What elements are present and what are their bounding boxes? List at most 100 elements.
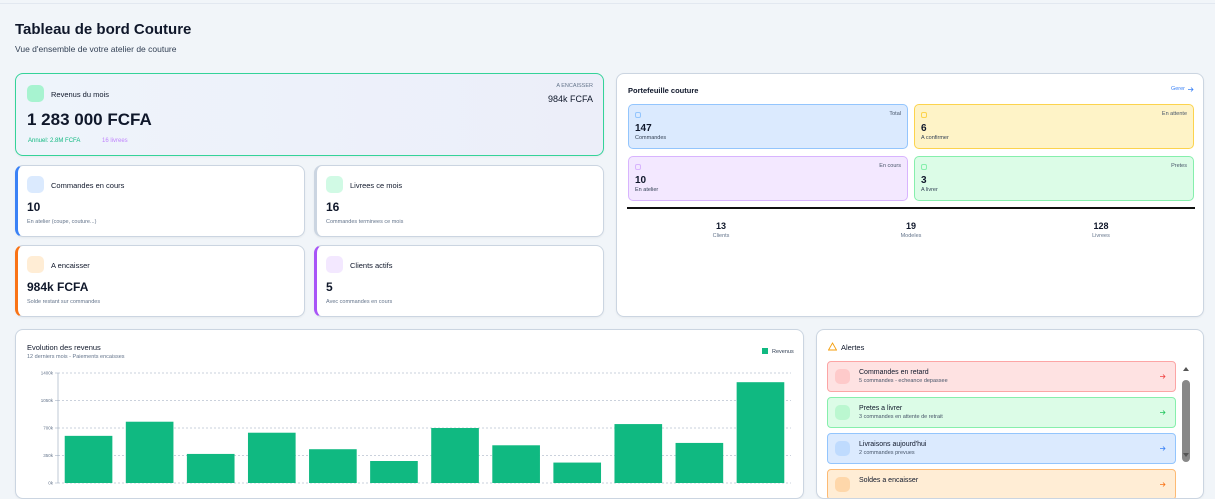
y-tick-label: 1050k	[41, 398, 54, 403]
value: 984k FCFA	[27, 280, 89, 294]
value: 16	[326, 200, 340, 214]
y-tick-label: 700k	[43, 426, 54, 431]
label: Revenus du mois	[51, 90, 109, 99]
legend-swatch	[762, 348, 768, 354]
icon	[635, 164, 641, 170]
annual: Annuel: 2.8M FCFA	[28, 138, 81, 144]
top-border	[0, 3, 1215, 4]
revenue-card: Revenus du mois 1 283 000 FCFA Annuel: 2…	[15, 73, 604, 156]
alert-item[interactable]: Commandes en retard 5 commandes - echeanc…	[827, 361, 1176, 392]
arrow	[1160, 374, 1166, 379]
icon	[326, 176, 343, 193]
page-subtitle: Vue d'ensemble de votre atelier de coutu…	[15, 44, 177, 54]
value: 5	[326, 280, 333, 294]
tag: Pretes	[1171, 163, 1187, 169]
note: En atelier (coupe, couture...)	[27, 219, 97, 225]
summary-box: Total 147 Commandes	[628, 104, 908, 149]
delivered: 16 livrees	[102, 138, 128, 144]
arrow	[1188, 87, 1194, 92]
manage-link[interactable]: Gerer	[1170, 86, 1185, 92]
legend-label: Revenus	[772, 349, 794, 355]
summary-box: En attente 6 A confirmer	[914, 104, 1194, 149]
alert-item[interactable]: Soldes a encaisser	[827, 469, 1176, 498]
label: En atelier	[635, 187, 659, 193]
label: A livrer	[921, 187, 938, 193]
scrollbar-thumb[interactable]	[1182, 380, 1190, 462]
note: Avec commandes en cours	[326, 299, 393, 305]
stat-card[interactable]: Livrees ce mois 16 Commandes terminees ce …	[314, 165, 604, 237]
stat-label: Livrees	[1092, 233, 1110, 239]
title: Alertes	[841, 343, 865, 352]
icon	[921, 112, 927, 118]
icon	[835, 441, 850, 456]
bar	[309, 449, 357, 483]
chart: 0k 350k 700k 1050k 1400k Revenus	[41, 348, 794, 486]
warning-icon	[828, 342, 837, 351]
y-tick-label: 1400k	[41, 371, 54, 376]
label: Commandes	[635, 135, 667, 141]
arrow	[1160, 410, 1166, 415]
arrow-path	[1160, 374, 1166, 379]
page: Tableau de bord Couture Vue d'ensemble d…	[0, 3, 1215, 499]
bar	[186, 453, 235, 483]
summary-box: Pretes 3 A livrer	[914, 156, 1194, 201]
bar	[431, 428, 479, 483]
arrow-path	[1160, 410, 1166, 415]
alert-detail: 2 commandes prevues	[859, 450, 915, 456]
alert-detail: 3 commandes en attente de retrait	[859, 414, 943, 420]
stat-card[interactable]: Commandes en cours 10 En atelier (coupe, c…	[15, 165, 305, 237]
icon	[27, 85, 44, 102]
value: 3	[921, 175, 927, 186]
stat-value: 19	[905, 221, 916, 231]
icon	[835, 477, 850, 492]
y-tick-label: 350k	[43, 453, 54, 458]
stat-card[interactable]: A encaisser 984k FCFA Solde restant sur co…	[15, 245, 305, 317]
pending: 984k FCFA	[547, 94, 593, 104]
stat-card[interactable]: Clients actifs 5 Avec commandes en cours	[314, 245, 604, 317]
icon	[326, 256, 343, 273]
page-title: Tableau de bord Couture	[15, 21, 192, 38]
scroll-arrows[interactable]	[1182, 365, 1190, 499]
bar	[553, 462, 602, 483]
chart-subtitle: 12 derniers mois - Paiements encaisses	[27, 354, 125, 360]
label: A encaisser	[51, 261, 90, 270]
icon	[921, 164, 927, 170]
bar	[614, 424, 663, 483]
note: Commandes terminees ce mois	[326, 219, 404, 225]
alert-item[interactable]: Pretes a livrer 3 commandes en attente de…	[827, 397, 1176, 428]
alert-title: Soldes a encaisser	[859, 477, 919, 484]
divider	[627, 207, 1195, 209]
arrow	[1160, 446, 1166, 451]
value: 10	[635, 175, 647, 186]
alert-title: Commandes en retard	[859, 369, 929, 376]
icon	[835, 369, 850, 384]
portfolio-card[interactable]: Portefeuille couture Gerer Total 147 Comma…	[616, 73, 1204, 317]
pending-label: A ENCAISSER	[556, 83, 593, 89]
alert-item[interactable]: Livraisons aujourd'hui 2 commandes prevue…	[827, 433, 1176, 464]
icon	[635, 112, 641, 118]
alert-detail: 5 commandes - echeance depassee	[859, 378, 948, 384]
alert-title: Livraisons aujourd'hui	[859, 441, 927, 448]
bar	[125, 421, 174, 483]
amount: 1 283 000 FCFA	[27, 110, 152, 129]
label: Clients actifs	[350, 261, 393, 270]
label: Livrees ce mois	[350, 181, 403, 190]
tag: Total	[889, 111, 901, 117]
label: A confirmer	[921, 135, 949, 141]
arrow	[1160, 482, 1166, 487]
tag: En cours	[879, 163, 901, 169]
stat-label: Clients	[712, 233, 730, 239]
bar	[675, 442, 724, 483]
value: 6	[921, 123, 927, 134]
bar	[492, 445, 540, 483]
arrow-path	[1160, 446, 1166, 451]
icon	[27, 256, 44, 273]
value: 147	[635, 123, 652, 134]
bar	[247, 432, 296, 483]
bar	[736, 382, 785, 483]
chart-title: Evolution des revenus	[27, 343, 101, 352]
y-tick-label: 0k	[48, 481, 54, 486]
icon	[27, 176, 44, 193]
icon	[835, 405, 850, 420]
bar	[370, 461, 418, 483]
